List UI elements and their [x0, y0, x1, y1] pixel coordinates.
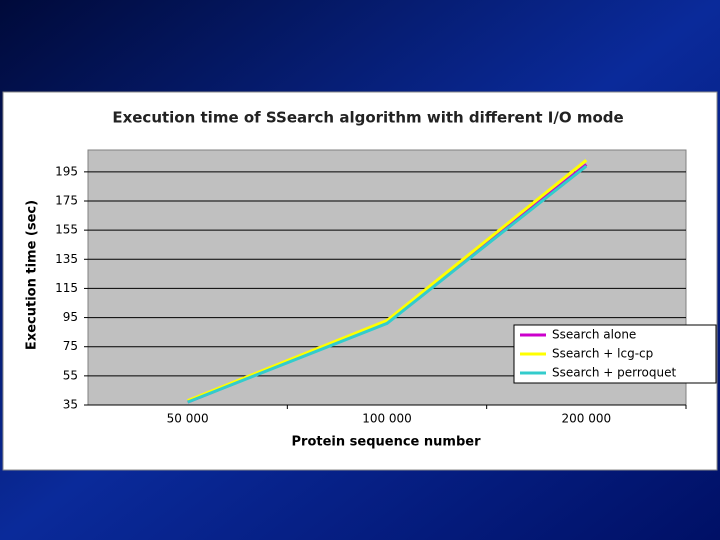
y-tick-label: 55: [63, 368, 78, 382]
x-tick-label: 50 000: [167, 412, 209, 426]
series-line: [187, 159, 588, 403]
y-tick-label: 115: [55, 281, 78, 295]
y-tick-label: 195: [55, 164, 78, 178]
y-tick-label: 155: [55, 223, 78, 237]
y-tick-label: 175: [55, 194, 78, 208]
x-tick-label: 100 000: [362, 412, 412, 426]
chart-title: Execution time of SSearch algorithm with…: [112, 109, 623, 127]
y-axis-label: Execution time (sec): [25, 200, 40, 350]
y-tick-label: 35: [63, 398, 78, 412]
x-tick-label: 200 000: [562, 412, 612, 426]
legend-label: Ssearch + lcg-cp: [552, 347, 653, 361]
y-tick-label: 95: [63, 310, 78, 324]
legend-box: [513, 324, 717, 384]
y-tick-label: 135: [55, 252, 78, 266]
legend-label: Ssearch + perroquet: [552, 366, 677, 380]
series-line: [187, 164, 588, 404]
x-axis-label: Protein sequence number: [292, 435, 482, 450]
y-tick-label: 75: [63, 339, 78, 353]
legend-label: Ssearch alone: [552, 328, 636, 342]
